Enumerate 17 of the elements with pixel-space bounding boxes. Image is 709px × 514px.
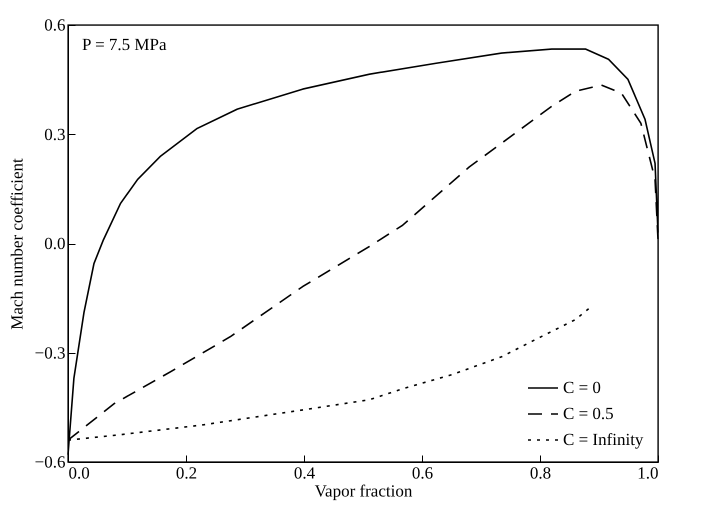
y-axis-title: Mach number coefficient bbox=[8, 158, 27, 330]
legend-label: C = 0.5 bbox=[563, 404, 614, 423]
x-tick-label: 0.8 bbox=[530, 464, 552, 482]
x-tick-label: 0.0 bbox=[68, 464, 90, 482]
annotation: P = 7.5 MPa bbox=[82, 35, 167, 54]
x-tick-label: 0.6 bbox=[412, 464, 434, 482]
x-tick-label: 1.0 bbox=[637, 464, 658, 482]
x-tick-label: 0.4 bbox=[294, 464, 316, 482]
x-axis-title: Vapor fraction bbox=[314, 482, 413, 500]
legend-label: C = Infinity bbox=[563, 430, 644, 449]
y-tick-label: −0.3 bbox=[34, 343, 66, 362]
legend-label: C = 0 bbox=[563, 378, 601, 397]
y-tick-label: 0.3 bbox=[44, 124, 66, 144]
y-tick-label: 0.0 bbox=[44, 234, 66, 253]
y-tick-label: −0.6 bbox=[34, 452, 66, 472]
y-tick-label: 0.6 bbox=[44, 16, 66, 34]
x-tick-label: 0.2 bbox=[176, 464, 198, 482]
